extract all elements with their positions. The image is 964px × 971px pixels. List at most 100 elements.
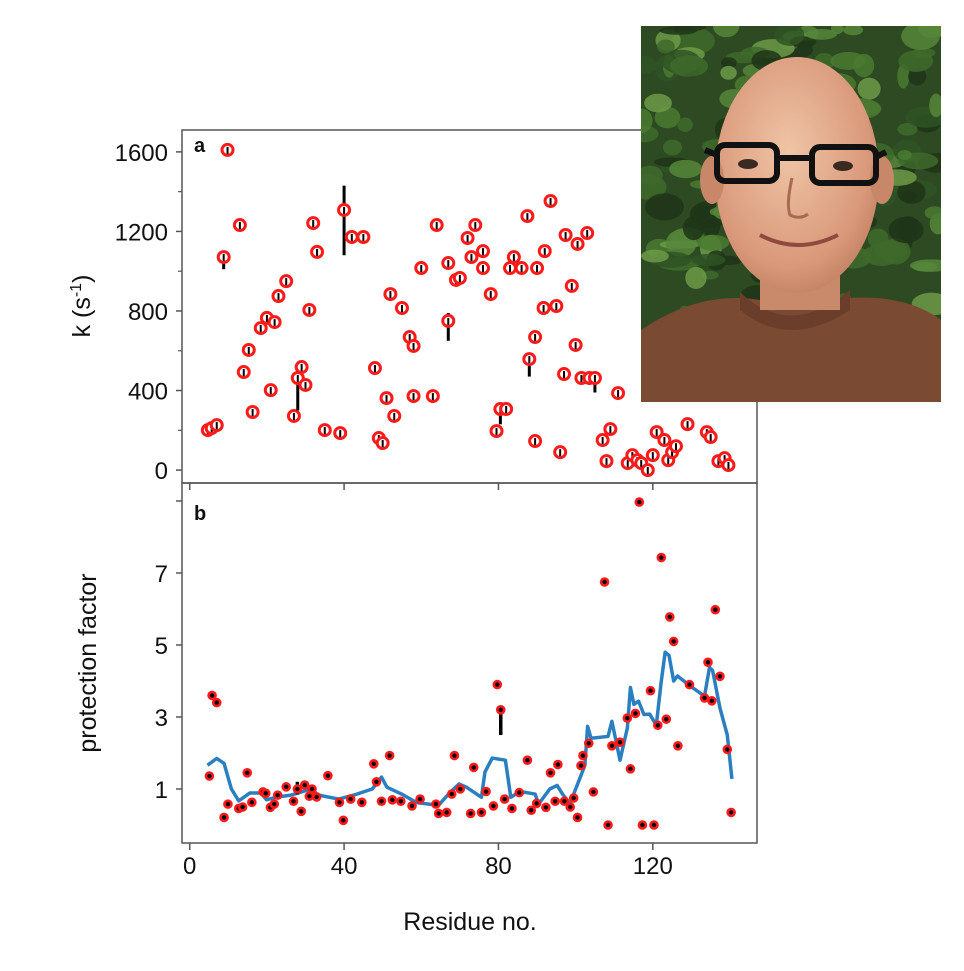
marker-center bbox=[659, 555, 664, 560]
leaf bbox=[805, 28, 837, 40]
data-point bbox=[634, 497, 645, 507]
leaf bbox=[843, 26, 864, 36]
marker-center bbox=[325, 773, 331, 778]
panel-a: a k (s-1) 0 400 800 1200 1600 bbox=[68, 129, 758, 485]
data-point bbox=[607, 741, 617, 751]
leaf bbox=[641, 55, 657, 75]
leaf bbox=[645, 193, 684, 221]
data-point bbox=[545, 768, 556, 778]
marker-center bbox=[436, 811, 441, 816]
data-point bbox=[279, 274, 294, 289]
data-point bbox=[499, 402, 514, 417]
data-point bbox=[536, 300, 551, 315]
y-tick-label: 1600 bbox=[115, 140, 168, 167]
leaf bbox=[918, 26, 941, 38]
leaf bbox=[929, 93, 941, 118]
data-point bbox=[583, 738, 594, 749]
data-point bbox=[537, 244, 552, 259]
data-point bbox=[449, 750, 460, 761]
x-tick-label: 120 bbox=[633, 853, 673, 880]
data-point bbox=[269, 799, 280, 809]
y-tick-label: 400 bbox=[128, 379, 168, 406]
data-point bbox=[338, 815, 349, 826]
leaf bbox=[694, 204, 711, 220]
data-point bbox=[387, 795, 398, 805]
marker-center bbox=[433, 801, 439, 807]
leaf bbox=[669, 159, 703, 179]
data-point bbox=[576, 760, 586, 771]
data-point bbox=[263, 383, 278, 398]
leaf bbox=[898, 50, 934, 72]
marker-center bbox=[562, 799, 567, 804]
marker-center bbox=[605, 822, 611, 828]
data-point bbox=[429, 218, 444, 233]
data-point bbox=[710, 604, 721, 615]
marker-center bbox=[495, 682, 500, 687]
data-point bbox=[684, 679, 695, 690]
data-point bbox=[553, 759, 563, 770]
leaf bbox=[641, 165, 663, 185]
marker-center bbox=[517, 790, 522, 795]
marker-center bbox=[214, 700, 219, 705]
data-point bbox=[522, 755, 533, 765]
data-point bbox=[703, 430, 718, 445]
leaf bbox=[712, 26, 740, 38]
data-point bbox=[323, 770, 333, 781]
data-point bbox=[526, 805, 537, 816]
marker-center bbox=[348, 796, 353, 802]
marker-center bbox=[648, 688, 653, 693]
data-point bbox=[721, 458, 736, 473]
data-point bbox=[668, 636, 679, 647]
leaf bbox=[662, 139, 683, 156]
panel-a-ylabel: k (s-1) bbox=[68, 275, 96, 338]
data-point bbox=[588, 787, 599, 797]
leaf bbox=[685, 266, 707, 289]
marker-center bbox=[728, 810, 734, 815]
data-point bbox=[464, 250, 479, 265]
data-point bbox=[578, 750, 588, 761]
data-point bbox=[653, 720, 663, 731]
marker-center bbox=[633, 711, 638, 716]
y-tick-label: 3 bbox=[155, 705, 168, 732]
marker-center bbox=[552, 799, 558, 804]
data-point bbox=[661, 714, 672, 724]
marker-center bbox=[637, 499, 642, 505]
data-point bbox=[431, 799, 441, 809]
leaf bbox=[696, 234, 730, 251]
data-point bbox=[680, 417, 695, 432]
data-point bbox=[528, 434, 543, 449]
data-point bbox=[333, 426, 348, 441]
marker-center bbox=[609, 743, 615, 748]
data-point bbox=[253, 321, 268, 336]
marker-center bbox=[555, 762, 561, 767]
data-point bbox=[357, 797, 367, 808]
data-point bbox=[317, 423, 332, 438]
marker-center bbox=[640, 822, 645, 828]
leaf bbox=[897, 122, 918, 136]
marker-center bbox=[617, 740, 623, 745]
marker-center bbox=[409, 803, 415, 809]
data-point bbox=[306, 216, 321, 231]
marker-center bbox=[240, 804, 245, 810]
data-point bbox=[599, 454, 614, 469]
marker-center bbox=[309, 786, 315, 792]
shirt bbox=[641, 297, 941, 402]
x-tick-label: 0 bbox=[183, 853, 196, 880]
data-point bbox=[468, 218, 483, 233]
marker-center bbox=[209, 693, 215, 698]
marker-center bbox=[359, 800, 365, 805]
data-point bbox=[407, 801, 417, 811]
data-point bbox=[645, 448, 660, 463]
marker-center bbox=[449, 791, 454, 797]
x-tick-label: 80 bbox=[485, 853, 512, 880]
data-point bbox=[530, 261, 545, 276]
marker-center bbox=[245, 770, 250, 775]
data-point bbox=[441, 312, 456, 341]
data-point bbox=[550, 796, 560, 807]
leaf bbox=[888, 216, 924, 244]
data-point bbox=[703, 657, 713, 668]
y-tick-label: 5 bbox=[155, 633, 168, 660]
marker-center bbox=[709, 698, 715, 703]
data-point bbox=[267, 315, 282, 330]
marker-center bbox=[272, 801, 277, 807]
